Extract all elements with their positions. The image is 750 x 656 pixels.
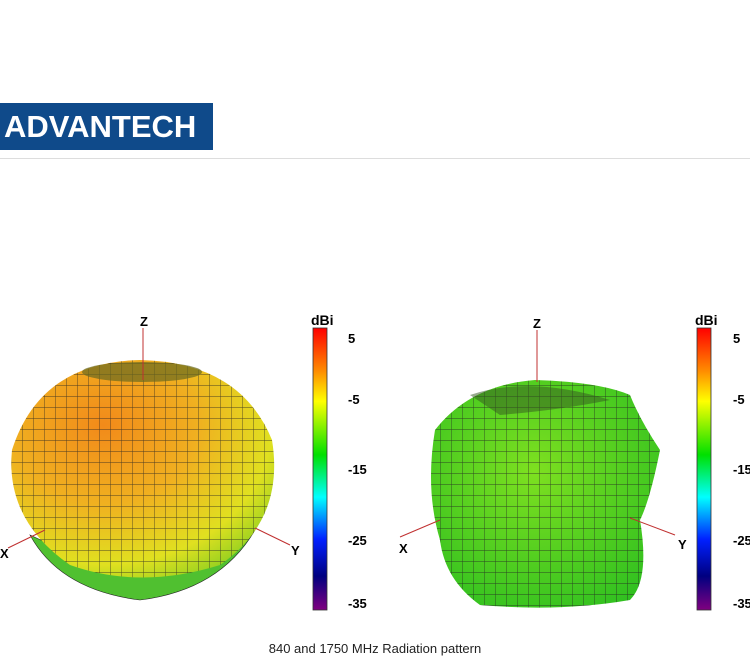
- y-axis: [629, 517, 676, 536]
- colorbar-unit: dBi: [695, 312, 718, 328]
- mesh-grid: [431, 380, 660, 608]
- figure-caption: 840 and 1750 MHz Radiation pattern: [268, 641, 482, 656]
- y-axis-label: Y: [291, 543, 300, 558]
- radiation-pattern-figures: Z X Y dBi 5 -5 -15 -25 -35 Z X Y dBi 5 -…: [0, 312, 750, 611]
- colorbar-tick: 5: [733, 331, 740, 346]
- colorbar-tick: -15: [733, 462, 750, 477]
- x-axis-label: X: [0, 546, 9, 561]
- z-axis-label: Z: [533, 316, 541, 331]
- advantech-logo: ADVANTECH: [0, 103, 213, 150]
- colorbar-unit: dBi: [311, 312, 334, 328]
- colorbar-tick: -5: [348, 392, 360, 407]
- colorbar-tick: 5: [348, 331, 355, 346]
- colorbar-gradient: [696, 327, 712, 611]
- header-divider: [0, 158, 750, 159]
- y-axis: [254, 527, 291, 546]
- top-shading: [82, 362, 202, 382]
- top-shading: [470, 386, 610, 415]
- colorbar-tick: -15: [348, 462, 367, 477]
- pattern-plot-840mhz: Z X Y dBi 5 -5 -15 -25 -35: [0, 312, 367, 611]
- colorbar-tick: -35: [733, 596, 750, 611]
- pattern-plot-1750mhz: Z X Y dBi 5 -5 -15 -25 -35: [399, 312, 750, 611]
- colorbar-tick: -35: [348, 596, 367, 611]
- y-axis-label: Y: [678, 537, 687, 552]
- mesh-grid: [11, 360, 275, 578]
- x-axis: [7, 529, 46, 549]
- colorbar-tick: -25: [733, 533, 750, 548]
- colorbar-tick: -25: [348, 533, 367, 548]
- colorbar-tick: -5: [733, 392, 745, 407]
- x-axis: [399, 519, 441, 538]
- colorbar: dBi 5 -5 -15 -25 -35: [311, 312, 367, 611]
- colorbar: dBi 5 -5 -15 -25 -35: [695, 312, 750, 611]
- colorbar-gradient: [312, 327, 328, 611]
- x-axis-label: X: [399, 541, 408, 556]
- z-axis-label: Z: [140, 314, 148, 329]
